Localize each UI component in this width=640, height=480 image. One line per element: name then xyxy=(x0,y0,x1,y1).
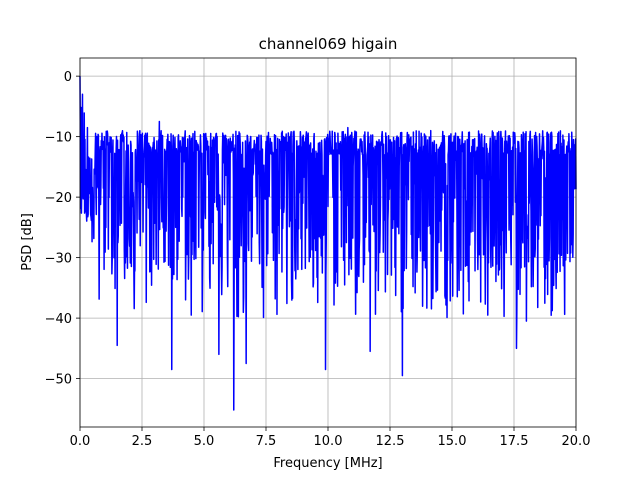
x-tick-label: 0.0 xyxy=(70,434,91,449)
y-tick-label: −30 xyxy=(45,252,72,267)
y-tick-label: 0 xyxy=(64,70,72,85)
x-tick-label: 5.0 xyxy=(194,434,215,449)
x-tick-label: 20.0 xyxy=(562,434,591,449)
x-tick-label: 17.5 xyxy=(500,434,529,449)
series-line xyxy=(79,76,577,411)
x-tick-label: 2.5 xyxy=(132,434,153,449)
series-trace xyxy=(79,76,577,411)
y-axis-title: PSD [dB] xyxy=(20,213,35,271)
y-tick-label: −40 xyxy=(45,312,72,327)
x-axis: 0.0 2.5 5.0 7.5 10.0 12.5 15.0 17.5 20.0 xyxy=(70,427,591,449)
y-tick-label: −20 xyxy=(45,191,72,206)
x-axis-title: Frequency [MHz] xyxy=(273,456,382,471)
x-tick-label: 10.0 xyxy=(314,434,343,449)
x-tick-label: 15.0 xyxy=(438,434,467,449)
x-tick-label: 7.5 xyxy=(256,434,277,449)
y-axis: 0 −10 −20 −30 −40 −50 xyxy=(45,70,80,388)
x-tick-label: 12.5 xyxy=(376,434,405,449)
chart-title: channel069 higain xyxy=(259,35,398,53)
y-tick-label: −10 xyxy=(45,131,72,146)
y-tick-label: −50 xyxy=(45,373,72,388)
